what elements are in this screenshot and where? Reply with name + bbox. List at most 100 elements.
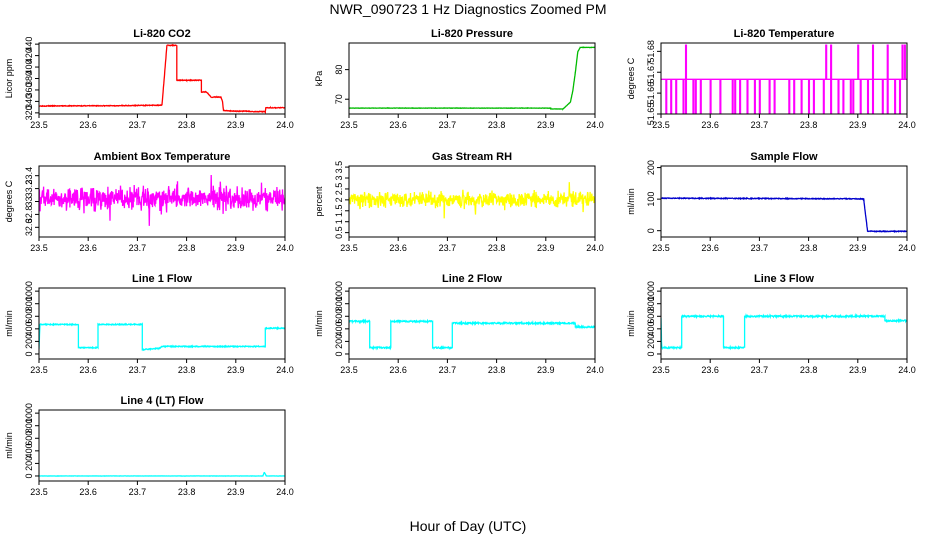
y-tick-label: 3.5 bbox=[334, 161, 344, 174]
y-tick-label: 600 bbox=[24, 431, 34, 446]
y-tick-label: 1000 bbox=[24, 403, 34, 423]
x-tick-label: 23.7 bbox=[129, 365, 147, 375]
series-line bbox=[39, 174, 285, 226]
y-tick-label: 32.8 bbox=[24, 206, 34, 224]
y-tick-label: 51.67 bbox=[646, 61, 656, 84]
x-tick-label: 23.9 bbox=[227, 243, 245, 253]
y-tick-label: 0 bbox=[334, 351, 344, 356]
x-tick-label: 23.7 bbox=[129, 120, 147, 130]
y-axis-label: degrees C bbox=[4, 180, 14, 222]
x-tick-label: 24.0 bbox=[898, 243, 916, 253]
x-tick-label: 23.5 bbox=[340, 365, 358, 375]
panel-title: Li-820 Temperature bbox=[734, 28, 835, 40]
x-tick-label: 23.7 bbox=[751, 243, 769, 253]
figure-title: NWR_090723 1 Hz Diagnostics Zoomed PM bbox=[329, 1, 606, 17]
y-tick-label: 1 bbox=[334, 219, 344, 224]
panel-title: Line 1 Flow bbox=[132, 273, 192, 285]
x-tick-label: 23.8 bbox=[800, 243, 818, 253]
x-tick-label: 23.5 bbox=[30, 120, 48, 130]
x-tick-label: 23.6 bbox=[79, 243, 97, 253]
series-line bbox=[661, 44, 907, 114]
series-line bbox=[349, 46, 595, 111]
y-tick-label: 100 bbox=[646, 192, 656, 207]
y-tick-label: 3 bbox=[334, 176, 344, 181]
plot-frame bbox=[38, 409, 286, 482]
x-tick-label: 23.8 bbox=[800, 365, 818, 375]
y-tick-label: 360 bbox=[24, 82, 34, 97]
panel-4: Ambient Box Temperature 23.5 23.6 23.7 23.8 2… bbox=[4, 151, 294, 253]
y-tick-label: 80 bbox=[334, 65, 344, 75]
x-tick-label: 23.5 bbox=[652, 120, 670, 130]
x-tick-label: 24.0 bbox=[276, 120, 294, 130]
x-tick-label: 23.6 bbox=[79, 365, 97, 375]
y-tick-label: 1000 bbox=[334, 281, 344, 301]
x-tick-label: 23.7 bbox=[751, 365, 769, 375]
panel-6: Sample Flow 23.5 23.6 23.7 23.8 23.9 24.0 0 100 2… bbox=[626, 151, 916, 253]
y-tick-label: 1000 bbox=[24, 281, 34, 301]
y-axis-label: percent bbox=[314, 186, 324, 217]
plot-frame bbox=[348, 42, 596, 115]
x-tick-label: 23.5 bbox=[652, 243, 670, 253]
y-tick-label: 440 bbox=[24, 37, 34, 52]
x-tick-label: 23.8 bbox=[178, 120, 196, 130]
y-tick-label: 400 bbox=[334, 321, 344, 336]
y-tick-label: 2.5 bbox=[334, 183, 344, 196]
y-tick-label: 420 bbox=[24, 48, 34, 63]
x-tick-label: 24.0 bbox=[586, 243, 604, 253]
series-line bbox=[661, 312, 907, 351]
y-tick-label: 33.4 bbox=[24, 167, 34, 185]
x-tick-label: 23.8 bbox=[488, 120, 506, 130]
x-tick-label: 23.6 bbox=[389, 243, 407, 253]
panel-7: Line 1 Flow 23.5 23.6 23.7 23.8 23.9 24.0 0 2004… bbox=[4, 273, 294, 375]
x-tick-label: 24.0 bbox=[586, 120, 604, 130]
x-tick-label: 23.6 bbox=[701, 243, 719, 253]
panel-title: Line 4 (LT) Flow bbox=[121, 395, 204, 407]
y-tick-label: 600 bbox=[334, 309, 344, 324]
y-axis-label: Licor ppm bbox=[4, 59, 14, 99]
x-tick-label: 23.6 bbox=[389, 365, 407, 375]
panel-title: Sample Flow bbox=[750, 151, 818, 163]
panel-title: Li-820 CO2 bbox=[133, 28, 190, 40]
y-tick-label: 51.65 bbox=[646, 103, 656, 126]
y-tick-label: 0 bbox=[24, 351, 34, 356]
panel-title: Ambient Box Temperature bbox=[94, 151, 231, 163]
series-line bbox=[349, 318, 595, 351]
panel-1: Li-820 CO2 23.5 23.6 23.7 23.8 23.9 24.0 320340… bbox=[4, 28, 294, 130]
y-tick-label: 200 bbox=[24, 456, 34, 471]
y-axis-label: ml/min bbox=[314, 310, 324, 337]
y-tick-label: 0.5 bbox=[334, 226, 344, 239]
panel-10: Line 4 (LT) Flow 23.5 23.6 23.7 23.8 23.9 24.0… bbox=[4, 395, 294, 497]
y-tick-label: 2 bbox=[334, 197, 344, 202]
plot-frame bbox=[660, 42, 908, 115]
plot-frame bbox=[660, 287, 908, 360]
x-tick-label: 23.9 bbox=[227, 365, 245, 375]
y-tick-label: 1000 bbox=[646, 281, 656, 301]
y-tick-label: 200 bbox=[24, 334, 34, 349]
y-tick-label: 400 bbox=[24, 60, 34, 75]
x-tick-label: 23.5 bbox=[340, 120, 358, 130]
x-tick-label: 23.9 bbox=[537, 120, 555, 130]
x-tick-label: 23.8 bbox=[178, 487, 196, 497]
y-tick-label: 380 bbox=[24, 71, 34, 86]
y-tick-label: 400 bbox=[646, 321, 656, 336]
x-tick-label: 23.8 bbox=[800, 120, 818, 130]
x-tick-label: 23.6 bbox=[79, 120, 97, 130]
x-tick-label: 23.7 bbox=[751, 120, 769, 130]
y-axis-label: degrees C bbox=[626, 57, 636, 99]
y-axis-label: ml/min bbox=[4, 432, 14, 459]
y-tick-label: 600 bbox=[646, 309, 656, 324]
y-tick-label: 800 bbox=[646, 296, 656, 311]
x-tick-label: 23.6 bbox=[701, 120, 719, 130]
plot-frame bbox=[348, 287, 596, 360]
y-tick-label: 600 bbox=[24, 309, 34, 324]
y-axis-label: ml/min bbox=[4, 310, 14, 337]
plot-frame bbox=[348, 165, 596, 238]
y-axis-label: ml/min bbox=[626, 188, 636, 215]
y-tick-label: 32.6 bbox=[24, 219, 34, 237]
y-tick-label: 320 bbox=[24, 105, 34, 120]
x-tick-label: 23.5 bbox=[30, 243, 48, 253]
x-tick-label: 23.5 bbox=[30, 365, 48, 375]
